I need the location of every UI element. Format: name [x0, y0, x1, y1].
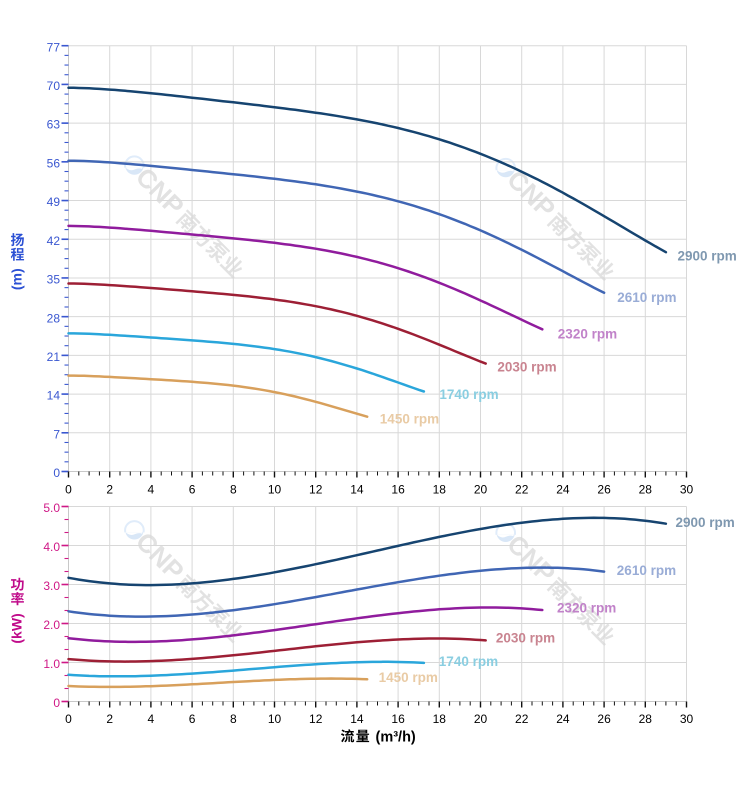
svg-text:42: 42	[47, 234, 61, 248]
svg-text:0: 0	[65, 712, 72, 726]
svg-text:18: 18	[433, 712, 447, 726]
svg-text:28: 28	[639, 712, 653, 726]
svg-text:28: 28	[47, 311, 61, 325]
svg-text:0: 0	[53, 466, 60, 480]
svg-text:5.0: 5.0	[43, 501, 60, 515]
svg-text:30: 30	[680, 482, 694, 496]
svg-text:2030 rpm: 2030 rpm	[497, 360, 556, 375]
svg-text:6: 6	[189, 482, 196, 496]
svg-text:8: 8	[230, 712, 237, 726]
svg-text:35: 35	[47, 273, 61, 287]
svg-text:1450 rpm: 1450 rpm	[380, 412, 439, 427]
svg-text:10: 10	[268, 482, 282, 496]
svg-text:14: 14	[350, 482, 364, 496]
svg-text:63: 63	[47, 118, 61, 132]
svg-text:1450 rpm: 1450 rpm	[379, 670, 438, 685]
svg-text:2900 rpm: 2900 rpm	[678, 248, 737, 263]
svg-text:1.0: 1.0	[43, 657, 60, 671]
svg-text:0: 0	[53, 696, 60, 710]
svg-text:2030 rpm: 2030 rpm	[496, 631, 555, 646]
svg-text:70: 70	[47, 79, 61, 93]
svg-text:6: 6	[189, 712, 196, 726]
svg-text:2320 rpm: 2320 rpm	[557, 601, 616, 616]
svg-text:14: 14	[47, 389, 61, 403]
svg-text:2: 2	[106, 482, 113, 496]
svg-text:0: 0	[65, 482, 72, 496]
svg-text:28: 28	[639, 482, 653, 496]
svg-text:16: 16	[391, 482, 405, 496]
svg-text:22: 22	[515, 712, 529, 726]
svg-text:(kW): (kW)	[9, 613, 25, 643]
svg-text:4: 4	[148, 482, 155, 496]
svg-text:26: 26	[597, 482, 611, 496]
svg-text:1740 rpm: 1740 rpm	[439, 387, 498, 402]
svg-text:2320 rpm: 2320 rpm	[558, 327, 617, 342]
svg-text:3.0: 3.0	[43, 579, 60, 593]
svg-text:10: 10	[268, 712, 282, 726]
svg-text:20: 20	[474, 712, 488, 726]
svg-text:2: 2	[106, 712, 113, 726]
svg-text:1740 rpm: 1740 rpm	[439, 654, 498, 669]
svg-text:2.0: 2.0	[43, 618, 60, 632]
svg-text:7: 7	[53, 427, 60, 441]
svg-text:26: 26	[597, 712, 611, 726]
svg-text:2900 rpm: 2900 rpm	[676, 515, 735, 530]
svg-text:22: 22	[515, 482, 529, 496]
svg-text:8: 8	[230, 482, 237, 496]
svg-text:49: 49	[47, 195, 61, 209]
svg-text:16: 16	[391, 712, 405, 726]
svg-text:77: 77	[47, 40, 61, 54]
svg-text:21: 21	[47, 350, 61, 364]
svg-text:(m): (m)	[9, 268, 25, 290]
svg-text:24: 24	[556, 712, 570, 726]
svg-text:56: 56	[47, 156, 61, 170]
svg-text:4: 4	[148, 712, 155, 726]
svg-text:(m³/h): (m³/h)	[376, 730, 416, 746]
svg-text:18: 18	[433, 482, 447, 496]
svg-text:2610 rpm: 2610 rpm	[617, 563, 676, 578]
svg-text:4.0: 4.0	[43, 540, 60, 554]
svg-text:2610 rpm: 2610 rpm	[617, 290, 676, 305]
svg-text:14: 14	[350, 712, 364, 726]
svg-text:30: 30	[680, 712, 694, 726]
svg-text:24: 24	[556, 482, 570, 496]
svg-text:12: 12	[309, 712, 323, 726]
svg-text:20: 20	[474, 482, 488, 496]
svg-text:12: 12	[309, 482, 323, 496]
